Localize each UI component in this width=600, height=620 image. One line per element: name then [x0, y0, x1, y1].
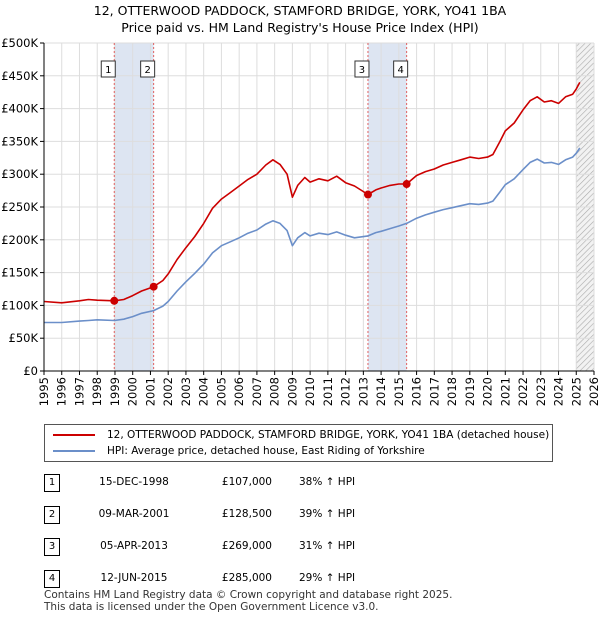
- y-tick-label: £200K: [1, 233, 38, 247]
- sale-date: 12-JUN-2015: [100, 572, 168, 584]
- footer-copyright: Contains HM Land Registry data © Crown c…: [44, 589, 453, 601]
- x-tick-label: 2017: [427, 377, 441, 406]
- sale-point: [149, 282, 158, 291]
- sale-price: £269,000: [221, 540, 272, 552]
- sale-point: [402, 180, 411, 189]
- x-tick-label: 2025: [569, 377, 583, 406]
- legend-label-property: 12, OTTERWOOD PADDOCK, STAMFORD BRIDGE, …: [107, 429, 550, 441]
- x-tick-label: 2004: [197, 377, 211, 406]
- sale-number-badge: 2: [44, 506, 60, 524]
- sale-date: 05-APR-2013: [100, 540, 168, 552]
- x-tick-label: 2007: [250, 377, 264, 406]
- y-tick-label: £0: [23, 364, 38, 378]
- sale-hpi-change: 39% ↑ HPI: [299, 508, 356, 520]
- x-tick-label: 2010: [303, 377, 317, 406]
- x-tick-label: 2014: [374, 377, 388, 406]
- footer-licence: This data is licensed under the Open Gov…: [44, 601, 379, 613]
- sale-marker-label: 4: [397, 65, 403, 76]
- x-tick-label: 2008: [268, 377, 282, 406]
- sale-hpi-change: 29% ↑ HPI: [299, 572, 356, 584]
- legend-swatch-hpi: [53, 450, 95, 452]
- sale-price: £128,500: [221, 508, 272, 520]
- legend-swatch-property: [53, 434, 95, 436]
- x-tick-label: 2026: [587, 377, 600, 406]
- x-tick-label: 2023: [534, 377, 548, 406]
- x-tick-label: 2020: [481, 377, 495, 406]
- y-tick-label: £450K: [1, 69, 38, 83]
- sale-number-badge: 1: [44, 474, 60, 492]
- x-tick-label: 2024: [552, 377, 566, 406]
- sale-row: 4 12-JUN-2015 £285,000 29% ↑ HPI: [44, 570, 444, 590]
- x-tick-label: 2015: [392, 377, 406, 406]
- x-tick-label: 1997: [72, 377, 86, 406]
- sale-marker-box: [393, 60, 409, 78]
- y-tick-label: £250K: [1, 200, 38, 214]
- legend-item-hpi: HPI: Average price, detached house, East…: [53, 444, 425, 458]
- y-tick-label: £150K: [1, 266, 38, 280]
- sale-number-badge: 3: [44, 538, 60, 556]
- x-tick-label: 1998: [90, 377, 104, 406]
- x-tick-label: 2006: [232, 377, 246, 406]
- sale-marker-label: 1: [105, 65, 111, 76]
- sale-date: 09-MAR-2001: [98, 508, 170, 520]
- y-tick-label: £300K: [1, 167, 38, 181]
- x-tick-label: 2011: [321, 377, 335, 406]
- x-tick-label: 2012: [339, 377, 353, 406]
- x-tick-label: 2002: [161, 377, 175, 406]
- x-tick-label: 2009: [285, 377, 299, 406]
- x-tick-label: 1996: [55, 377, 69, 406]
- x-tick-label: 2013: [356, 377, 370, 406]
- y-tick-label: £50K: [9, 331, 39, 345]
- sale-marker-box: [354, 60, 370, 78]
- x-tick-label: 2021: [498, 377, 512, 406]
- y-tick-label: £350K: [1, 134, 38, 148]
- chart-title-address: 12, OTTERWOOD PADDOCK, STAMFORD BRIDGE, …: [93, 3, 507, 18]
- sale-marker-box: [140, 60, 156, 78]
- chart-title-subtitle: Price paid vs. HM Land Registry's House …: [121, 20, 479, 35]
- x-tick-label: 2022: [516, 377, 530, 406]
- sale-marker-label: 2: [144, 65, 150, 76]
- x-tick-label: 2000: [126, 377, 140, 406]
- sale-date: 15-DEC-1998: [99, 476, 169, 488]
- x-tick-label: 1999: [108, 377, 122, 406]
- sale-price: £107,000: [221, 476, 272, 488]
- sale-price: £285,000: [221, 572, 272, 584]
- sale-marker-label: 3: [359, 65, 365, 76]
- x-tick-label: 2001: [143, 377, 157, 406]
- sale-row: 2 09-MAR-2001 £128,500 39% ↑ HPI: [44, 506, 444, 526]
- sale-hpi-change: 38% ↑ HPI: [299, 476, 356, 488]
- sale-point: [110, 296, 119, 305]
- hpi-series-line: [44, 147, 581, 324]
- x-tick-label: 2003: [179, 377, 193, 406]
- sale-row: 3 05-APR-2013 £269,000 31% ↑ HPI: [44, 538, 444, 558]
- y-tick-label: £400K: [1, 102, 38, 116]
- sale-marker-box: [100, 60, 116, 78]
- legend-item-property: 12, OTTERWOOD PADDOCK, STAMFORD BRIDGE, …: [53, 428, 549, 442]
- legend-label-hpi: HPI: Average price, detached house, East…: [107, 445, 425, 457]
- x-tick-label: 1995: [37, 377, 51, 406]
- price-chart: 1 2 3 4 £0 £50K £100K £150K £200K £250K £300K £350K…: [1, 36, 600, 406]
- sale-point: [363, 190, 372, 199]
- property-series-line: [43, 82, 581, 304]
- sale-row: 1 15-DEC-1998 £107,000 38% ↑ HPI: [44, 474, 444, 494]
- y-tick-label: £100K: [1, 298, 38, 312]
- x-tick-label: 2018: [445, 377, 459, 406]
- x-tick-label: 2019: [463, 377, 477, 406]
- x-tick-label: 2016: [410, 377, 424, 406]
- sale-number-badge: 4: [44, 570, 60, 588]
- x-tick-label: 2005: [214, 377, 228, 406]
- sale-hpi-change: 31% ↑ HPI: [299, 540, 356, 552]
- legend: 12, OTTERWOOD PADDOCK, STAMFORD BRIDGE, …: [44, 424, 553, 462]
- y-tick-label: £500K: [1, 36, 38, 50]
